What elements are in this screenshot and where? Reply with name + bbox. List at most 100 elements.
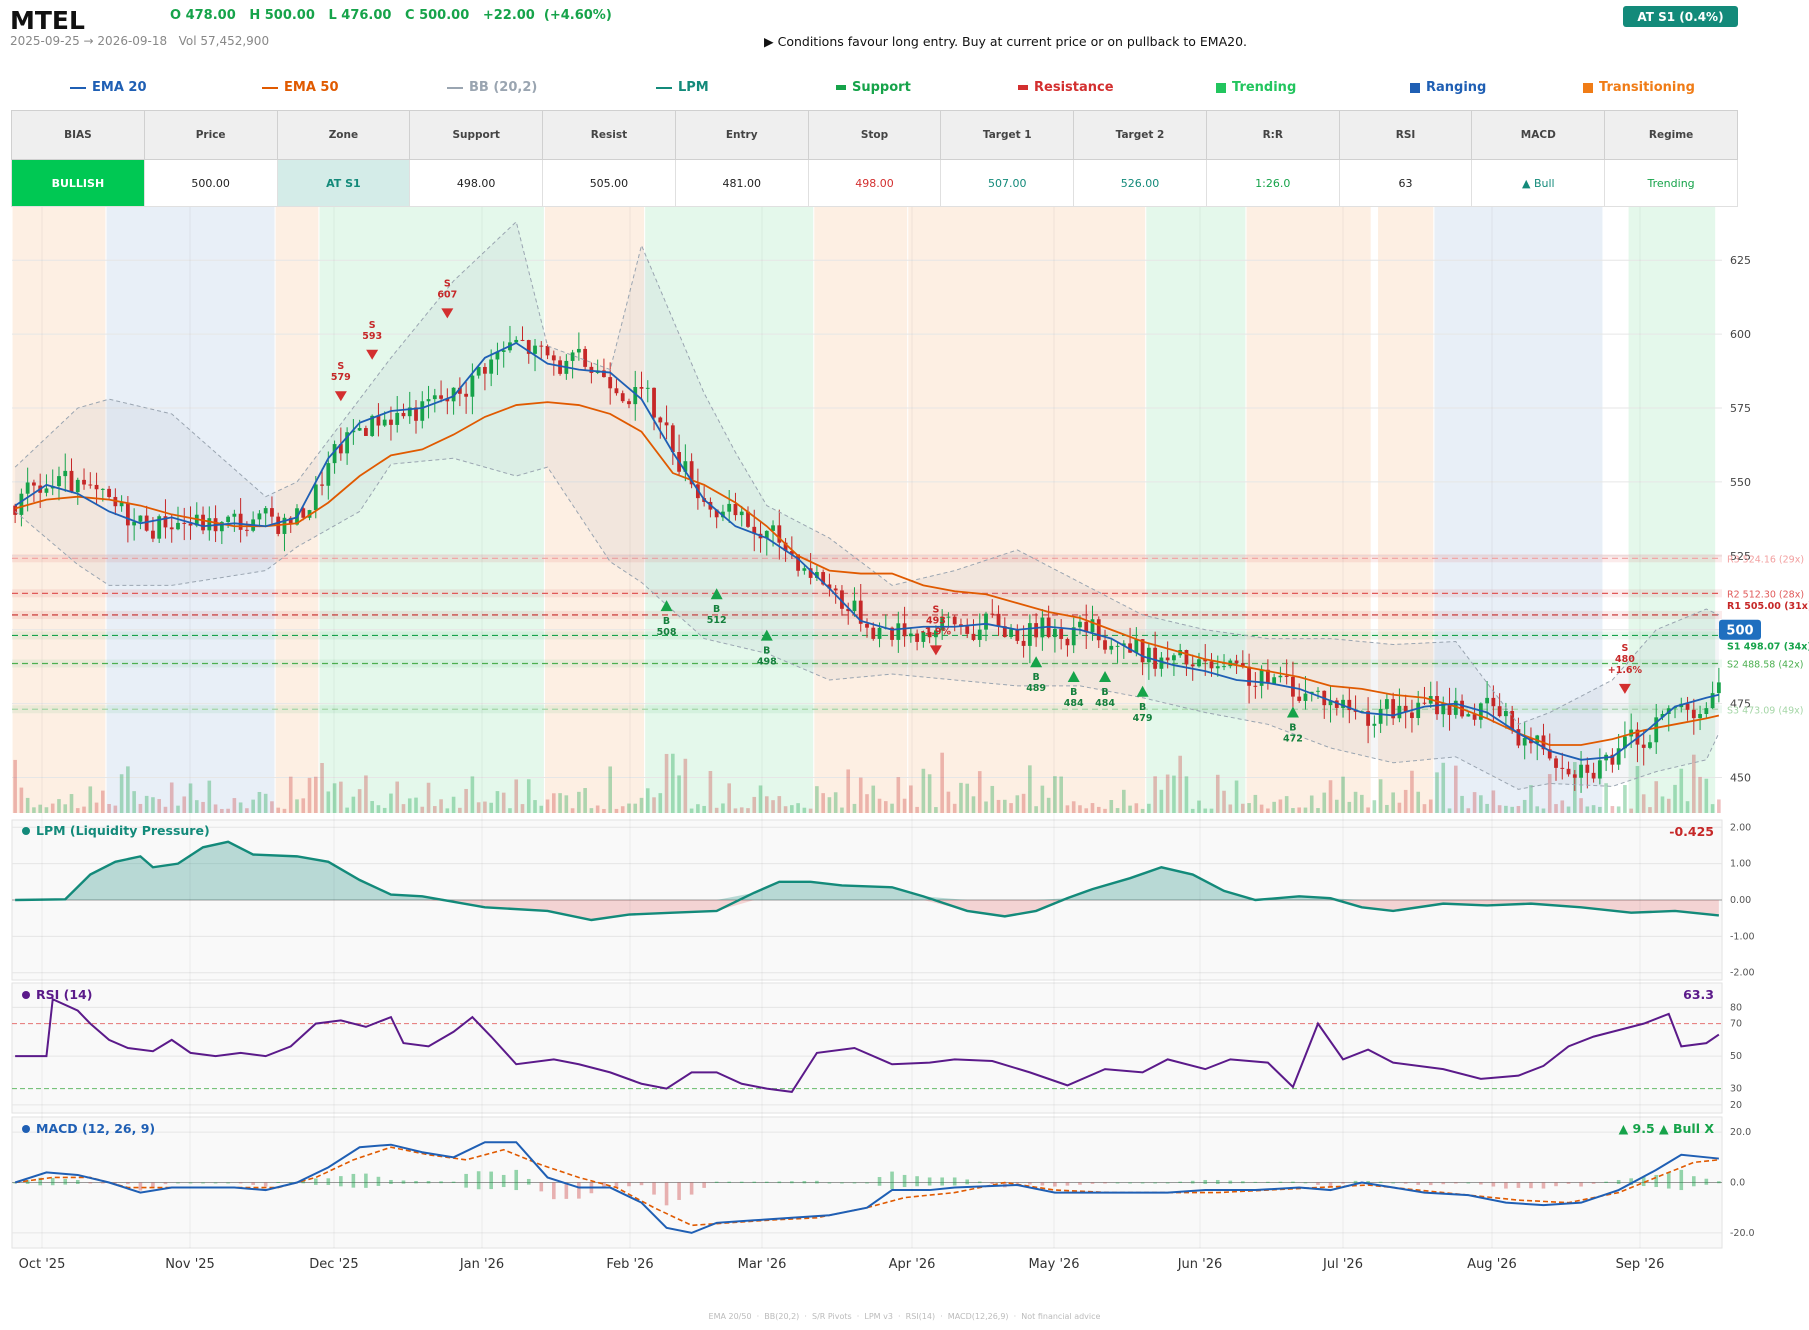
- macd-histogram-bar: [1641, 1176, 1646, 1187]
- volume-bar: [1566, 806, 1571, 813]
- rsi-tick-label: 50: [1730, 1051, 1742, 1062]
- candle-body: [570, 352, 575, 361]
- volume-bar: [188, 783, 193, 813]
- candle-body: [389, 419, 393, 425]
- volume-bar: [1284, 796, 1289, 813]
- candle-body: [25, 482, 30, 494]
- summary-header: Regime: [1604, 110, 1738, 160]
- candle-body: [1259, 669, 1264, 686]
- candle-body: [1597, 760, 1602, 779]
- volume-bar: [1466, 808, 1471, 813]
- signal-message: ▶ Conditions favour long entry. Buy at c…: [764, 34, 1248, 49]
- volume-bar: [909, 785, 913, 813]
- legend-ranging[interactable]: Ranging: [1410, 80, 1486, 95]
- legend-bb[interactable]: BB (20,2): [447, 80, 537, 95]
- candle-body: [576, 348, 581, 353]
- volume-bar: [19, 787, 24, 813]
- volume-bar: [771, 800, 775, 813]
- candle-body: [1347, 699, 1352, 711]
- candle-body: [326, 463, 331, 486]
- volume-bar: [357, 789, 362, 813]
- candle-body: [1215, 666, 1220, 669]
- volume-bar: [163, 806, 168, 813]
- volume-bar: [921, 768, 926, 813]
- volume-bar: [952, 803, 957, 813]
- macd-histogram-bar: [526, 1178, 531, 1185]
- volume-bar: [589, 808, 594, 813]
- legend-lpm[interactable]: LPM: [656, 80, 709, 95]
- macd-histogram-bar: [1053, 1182, 1057, 1187]
- x-axis-label: Oct '25: [19, 1257, 66, 1272]
- resist-cell: 505.00: [542, 159, 676, 207]
- candle-body: [865, 623, 869, 628]
- candle-body: [1610, 754, 1615, 765]
- lpm-tick-label: -1.00: [1730, 931, 1755, 942]
- candle-body: [1034, 623, 1039, 638]
- volume-bar: [476, 802, 481, 813]
- volume-bar: [1147, 803, 1151, 813]
- sell-marker-label: S: [444, 278, 451, 289]
- candle-body: [752, 526, 757, 534]
- buy-marker-label: 484: [1095, 698, 1115, 709]
- volume-bar: [1460, 795, 1464, 813]
- volume-bar: [376, 805, 381, 813]
- macd-histogram-bar: [163, 1182, 168, 1185]
- volume-bar: [1046, 797, 1051, 813]
- candle-body: [44, 488, 49, 493]
- candle-body: [457, 387, 462, 394]
- volume-bar: [1378, 779, 1383, 813]
- current-price-label: 500: [1726, 624, 1753, 639]
- candle-body: [182, 522, 187, 524]
- volume-bar: [313, 776, 318, 813]
- volume-bar: [790, 805, 794, 813]
- sell-marker-icon: [366, 349, 379, 360]
- summary-header: BIAS: [11, 110, 145, 160]
- candle-body: [132, 521, 137, 526]
- legend-transitioning[interactable]: Transitioning: [1583, 80, 1695, 95]
- candle-body: [689, 461, 694, 485]
- volume-bar: [802, 807, 807, 813]
- legend-transitioning-label: Transitioning: [1599, 80, 1695, 95]
- volume-bar: [1453, 765, 1458, 813]
- volume-bar: [257, 791, 262, 813]
- macd-histogram-bar: [1428, 1182, 1433, 1186]
- volume-bar: [288, 776, 293, 813]
- volume-bar: [552, 793, 556, 813]
- legend-resistance[interactable]: Resistance: [1018, 80, 1114, 95]
- candle-body: [382, 419, 387, 426]
- candle-body: [188, 523, 193, 526]
- volume-bar: [577, 791, 581, 813]
- volume-bar: [1115, 808, 1120, 813]
- volume-bar: [245, 808, 249, 813]
- candle-body: [1579, 764, 1583, 778]
- volume-bar: [69, 794, 74, 813]
- volume-bar: [1059, 776, 1063, 813]
- candle-body: [996, 613, 1001, 627]
- legend-trending[interactable]: Trending: [1216, 80, 1296, 95]
- macd-histogram-bar: [1078, 1182, 1082, 1185]
- candle-body: [1134, 639, 1139, 653]
- ema50-swatch: [262, 86, 278, 89]
- macd-histogram-bar: [1140, 1182, 1145, 1184]
- zone-cell: AT S1: [276, 159, 411, 207]
- volume-bar: [564, 795, 569, 813]
- candle-body: [921, 631, 926, 642]
- macd-histogram-bar: [514, 1169, 519, 1191]
- legend-ema50[interactable]: EMA 50: [262, 80, 339, 95]
- volume-bar: [1122, 789, 1126, 813]
- candle-body: [652, 387, 656, 418]
- volume-bar: [1322, 792, 1327, 813]
- regime-band: [1246, 207, 1371, 813]
- macd-histogram-bar: [977, 1181, 982, 1184]
- volume-bar: [1222, 790, 1226, 813]
- legend-ema20[interactable]: EMA 20: [70, 80, 147, 95]
- volume-bar: [1291, 808, 1295, 813]
- volume-bar: [207, 780, 212, 813]
- regime-band: [814, 207, 908, 813]
- legend-support[interactable]: Support: [836, 80, 911, 95]
- candle-body: [32, 482, 36, 486]
- macd-histogram-bar: [501, 1174, 506, 1188]
- x-axis-label: Jan '26: [459, 1257, 504, 1272]
- volume-bar: [389, 793, 393, 813]
